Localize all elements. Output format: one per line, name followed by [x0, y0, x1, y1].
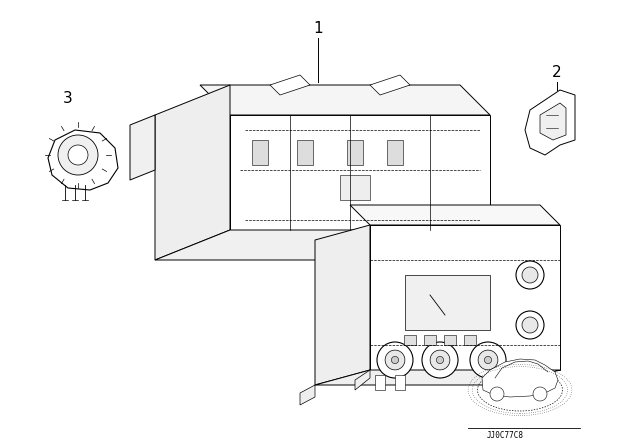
Circle shape [470, 342, 506, 378]
Circle shape [522, 267, 538, 283]
Polygon shape [370, 75, 410, 95]
Polygon shape [252, 140, 268, 165]
Polygon shape [444, 335, 456, 345]
Polygon shape [355, 370, 370, 390]
Polygon shape [297, 140, 313, 165]
Circle shape [484, 357, 492, 364]
Polygon shape [347, 140, 363, 165]
Circle shape [58, 135, 98, 175]
Text: JJ0C77C8: JJ0C77C8 [486, 431, 524, 439]
Polygon shape [464, 335, 476, 345]
Polygon shape [404, 335, 416, 345]
Polygon shape [300, 385, 315, 405]
Polygon shape [230, 115, 490, 230]
Circle shape [430, 350, 450, 370]
Text: 3: 3 [63, 90, 73, 105]
Circle shape [516, 261, 544, 289]
Polygon shape [482, 359, 558, 397]
Polygon shape [387, 140, 403, 165]
Circle shape [68, 145, 88, 165]
Circle shape [522, 317, 538, 333]
Polygon shape [315, 370, 560, 385]
Polygon shape [540, 103, 566, 140]
Polygon shape [350, 205, 560, 225]
Polygon shape [200, 85, 490, 115]
Circle shape [377, 342, 413, 378]
Text: 2: 2 [552, 65, 562, 79]
Polygon shape [405, 275, 490, 330]
Polygon shape [48, 130, 118, 190]
Polygon shape [130, 115, 155, 180]
Circle shape [516, 311, 544, 339]
Polygon shape [525, 90, 575, 155]
Circle shape [533, 387, 547, 401]
Circle shape [478, 350, 498, 370]
Polygon shape [155, 85, 230, 260]
Text: 1: 1 [313, 21, 323, 35]
Circle shape [385, 350, 405, 370]
Circle shape [422, 342, 458, 378]
Polygon shape [155, 230, 490, 260]
Polygon shape [424, 335, 436, 345]
Polygon shape [315, 225, 370, 385]
Polygon shape [370, 225, 560, 370]
Polygon shape [375, 375, 385, 390]
Circle shape [436, 357, 444, 364]
Polygon shape [270, 75, 310, 95]
Circle shape [490, 387, 504, 401]
Polygon shape [395, 375, 405, 390]
Polygon shape [340, 175, 370, 200]
Circle shape [392, 357, 399, 364]
